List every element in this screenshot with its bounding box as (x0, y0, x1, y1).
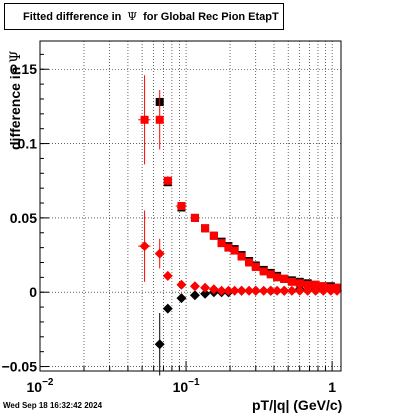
y-axis-label-text: difference in (7, 66, 23, 150)
data-point-square (201, 224, 210, 233)
data-point-diamond (250, 285, 261, 296)
data-point-diamond (223, 285, 234, 296)
data-point-diamond (286, 285, 297, 296)
x-tick-label: 10−2 (27, 377, 54, 395)
data-point-square (287, 277, 296, 286)
data-point-square (217, 239, 226, 248)
y-tick-label: 0.1 (18, 136, 38, 152)
data-point-diamond (176, 279, 187, 290)
data-point-diamond (200, 288, 211, 299)
axes: −0.05 0 0.05 0.1 0.15 10−2 10−1 1 (2, 53, 336, 395)
data-point-diamond (258, 285, 269, 296)
y-tick-label: 0 (29, 284, 37, 300)
title-suffix: for Global Rec Pion EtapT (143, 11, 279, 23)
x-tick-label: 10−1 (173, 377, 200, 395)
data-point-square (209, 231, 218, 240)
data-point-diamond (189, 290, 200, 301)
data-point-square (190, 213, 199, 222)
grid (39, 41, 341, 371)
data-point-square (303, 280, 312, 289)
data-point-square (295, 279, 304, 288)
data-point-square (266, 270, 275, 279)
y-tick-label: 0.05 (10, 210, 37, 226)
data-point-diamond (189, 281, 200, 292)
data-point-square (251, 262, 260, 271)
y-axis-label: difference in Ψ (7, 51, 24, 150)
data-point-square (224, 243, 233, 252)
data-point-diamond (294, 285, 305, 296)
title-prefix: Fitted difference in (23, 11, 122, 23)
data-point-square (140, 115, 149, 124)
data-point-diamond (318, 285, 329, 296)
data-point-diamond (310, 285, 321, 296)
data-point-diamond (162, 303, 173, 314)
data-point-diamond (154, 339, 165, 350)
data-point-diamond (279, 285, 290, 296)
x-tick-label: 1 (328, 379, 336, 395)
data-point-square (177, 202, 186, 210)
data-points (138, 75, 343, 376)
data-point-diamond (302, 285, 313, 296)
data-point-square (259, 267, 268, 276)
x-axis-label: pT/|q| (GeV/c) (252, 397, 343, 413)
data-point-diamond (154, 248, 165, 259)
data-point-diamond (162, 270, 173, 281)
data-point-square (237, 252, 246, 261)
data-point-square (311, 280, 320, 289)
data-point-diamond (200, 282, 211, 293)
data-point-square (245, 258, 254, 267)
data-point-diamond (236, 285, 247, 296)
data-point-diamond (208, 284, 219, 295)
y-tick-label: 0.15 (10, 61, 37, 77)
data-point-diamond (332, 285, 343, 296)
data-point-square (155, 115, 164, 124)
data-point-square (230, 246, 239, 255)
data-point-square (163, 176, 172, 185)
data-point-diamond (325, 285, 336, 296)
data-point-square (273, 273, 282, 282)
data-point-square (280, 274, 289, 283)
data-point-diamond (216, 285, 227, 296)
y-axis-label-psi: Ψ (8, 50, 24, 63)
data-point-diamond (176, 293, 187, 304)
timestamp: Wed Sep 18 16:32:42 2024 (3, 401, 103, 410)
title-psi-symbol: Ψ (127, 10, 138, 23)
data-point-diamond (139, 241, 150, 252)
data-point-diamond (265, 285, 276, 296)
plot-frame (39, 40, 342, 372)
data-point-diamond (272, 285, 283, 296)
y-tick-label: −0.05 (2, 359, 38, 375)
data-point-diamond (244, 285, 255, 296)
data-point-diamond (229, 285, 240, 296)
